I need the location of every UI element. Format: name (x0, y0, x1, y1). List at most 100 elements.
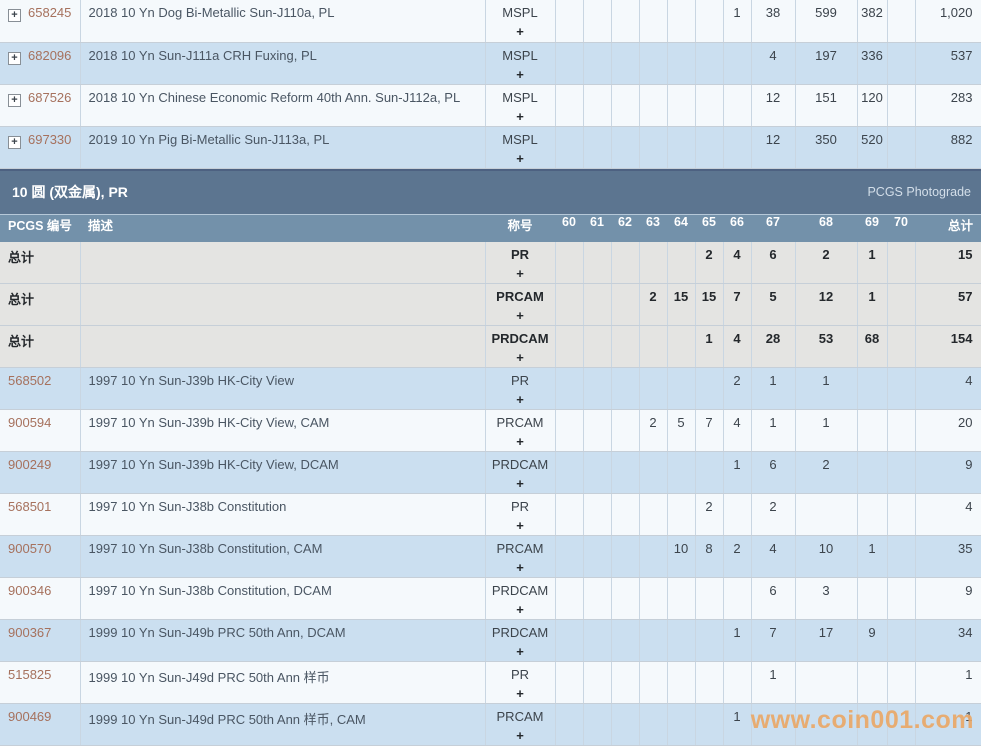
grade-67-count: 2 (751, 494, 795, 536)
col-header-grade-62: 62 (611, 214, 639, 242)
grade-61-count (583, 284, 611, 326)
pcgs-number-link[interactable]: 900249 (8, 457, 51, 472)
grade-66-count: 7 (723, 284, 751, 326)
grade-65-count (695, 368, 723, 410)
pcgs-number-cell: +682096 (0, 42, 80, 84)
pcgs-number-link[interactable]: 900346 (8, 583, 51, 598)
plus-designation-link[interactable]: + (487, 266, 554, 281)
plus-designation-link[interactable]: + (487, 308, 554, 323)
pcgs-number-cell: 515825 (0, 662, 80, 704)
plus-designation-link[interactable]: + (487, 109, 554, 124)
coin-description: 2018 10 Yn Dog Bi-Metallic Sun-J110a, PL (80, 0, 485, 42)
designation-cell: MSPL+ (485, 0, 555, 42)
pcgs-number-link[interactable]: 687526 (28, 90, 71, 105)
plus-designation-link[interactable]: + (487, 602, 554, 617)
pcgs-number-link[interactable]: 900594 (8, 415, 51, 430)
designation-label: PR (487, 373, 554, 388)
grade-70-count (887, 242, 915, 284)
plus-designation-link[interactable]: + (487, 350, 554, 365)
grade-67-count: 1 (751, 410, 795, 452)
pcgs-number-cell: 900346 (0, 578, 80, 620)
total-count: 154 (915, 326, 981, 368)
grade-64-count (667, 326, 695, 368)
plus-designation-link[interactable]: + (487, 728, 554, 743)
photograde-link[interactable]: PCGS Photograde (867, 185, 971, 199)
grade-62-count (611, 326, 639, 368)
plus-designation-link[interactable]: + (487, 686, 554, 701)
expand-icon[interactable]: + (8, 136, 21, 149)
plus-designation-link[interactable]: + (487, 644, 554, 659)
total-count: 9 (915, 578, 981, 620)
plus-designation-link[interactable]: + (487, 67, 554, 82)
pcgs-number-link[interactable]: 900570 (8, 541, 51, 556)
plus-designation-link[interactable]: + (487, 476, 554, 491)
expand-icon[interactable]: + (8, 52, 21, 65)
coin-description: 1997 10 Yn Sun-J39b HK-City View, CAM (80, 410, 485, 452)
grade-65-count: 1 (695, 326, 723, 368)
pcgs-number-cell: 总计 (0, 284, 80, 326)
grade-60-count (555, 284, 583, 326)
grade-64-count (667, 620, 695, 662)
plus-designation-link[interactable]: + (487, 434, 554, 449)
pcgs-number-link[interactable]: 900469 (8, 709, 51, 724)
grade-62-count (611, 578, 639, 620)
grade-64-count (667, 242, 695, 284)
summary-total-label: 总计 (8, 250, 34, 265)
grade-67-count: 6 (751, 578, 795, 620)
grade-68-count: 12 (795, 284, 857, 326)
grade-66-count: 1 (723, 704, 751, 746)
grade-66-count: 1 (723, 452, 751, 494)
plus-designation-link[interactable]: + (487, 151, 554, 166)
column-header-row: PCGS 编号 描述 称号 60 61 62 63 64 65 66 67 68… (0, 214, 981, 242)
pcgs-number-link[interactable]: 568502 (8, 373, 51, 388)
grade-65-count: 15 (695, 284, 723, 326)
expand-icon[interactable]: + (8, 9, 21, 22)
coin-description: 1997 10 Yn Sun-J38b Constitution, DCAM (80, 578, 485, 620)
grade-62-count (611, 126, 639, 168)
designation-label: PRCAM (487, 541, 554, 556)
grade-61-count (583, 578, 611, 620)
pcgs-number-link[interactable]: 658245 (28, 5, 71, 20)
grade-66-count: 4 (723, 326, 751, 368)
grade-67-count: 1 (751, 368, 795, 410)
grade-61-count (583, 536, 611, 578)
grade-60-count (555, 494, 583, 536)
designation-label: PR (487, 667, 554, 682)
grade-70-count (887, 452, 915, 494)
coin-description: 1997 10 Yn Sun-J39b HK-City View (80, 368, 485, 410)
pcgs-number-link[interactable]: 515825 (8, 667, 51, 682)
plus-designation-link[interactable]: + (487, 392, 554, 407)
pcgs-number-cell: 900594 (0, 410, 80, 452)
grade-63-count (639, 42, 667, 84)
pcgs-number-link[interactable]: 682096 (28, 48, 71, 63)
plus-designation-link[interactable]: + (487, 24, 554, 39)
grade-61-count (583, 662, 611, 704)
grade-69-count (857, 494, 887, 536)
total-count: 1 (915, 704, 981, 746)
grade-63-count (639, 704, 667, 746)
grade-66-count: 2 (723, 536, 751, 578)
grade-64-count (667, 704, 695, 746)
summary-total-label: 总计 (8, 292, 34, 307)
pcgs-number-link[interactable]: 697330 (28, 132, 71, 147)
grade-62-count (611, 368, 639, 410)
grade-65-count (695, 704, 723, 746)
grade-64-count (667, 42, 695, 84)
col-header-grade-60: 60 (555, 214, 583, 242)
expand-icon[interactable]: + (8, 94, 21, 107)
grade-69-count (857, 578, 887, 620)
plus-designation-link[interactable]: + (487, 518, 554, 533)
grade-64-count (667, 662, 695, 704)
grade-62-count (611, 284, 639, 326)
grade-69-count (857, 410, 887, 452)
pcgs-number-cell: 总计 (0, 326, 80, 368)
plus-designation-link[interactable]: + (487, 560, 554, 575)
pcgs-number-link[interactable]: 568501 (8, 499, 51, 514)
pcgs-number-link[interactable]: 900367 (8, 625, 51, 640)
grade-70-count (887, 578, 915, 620)
grade-67-count: 5 (751, 284, 795, 326)
